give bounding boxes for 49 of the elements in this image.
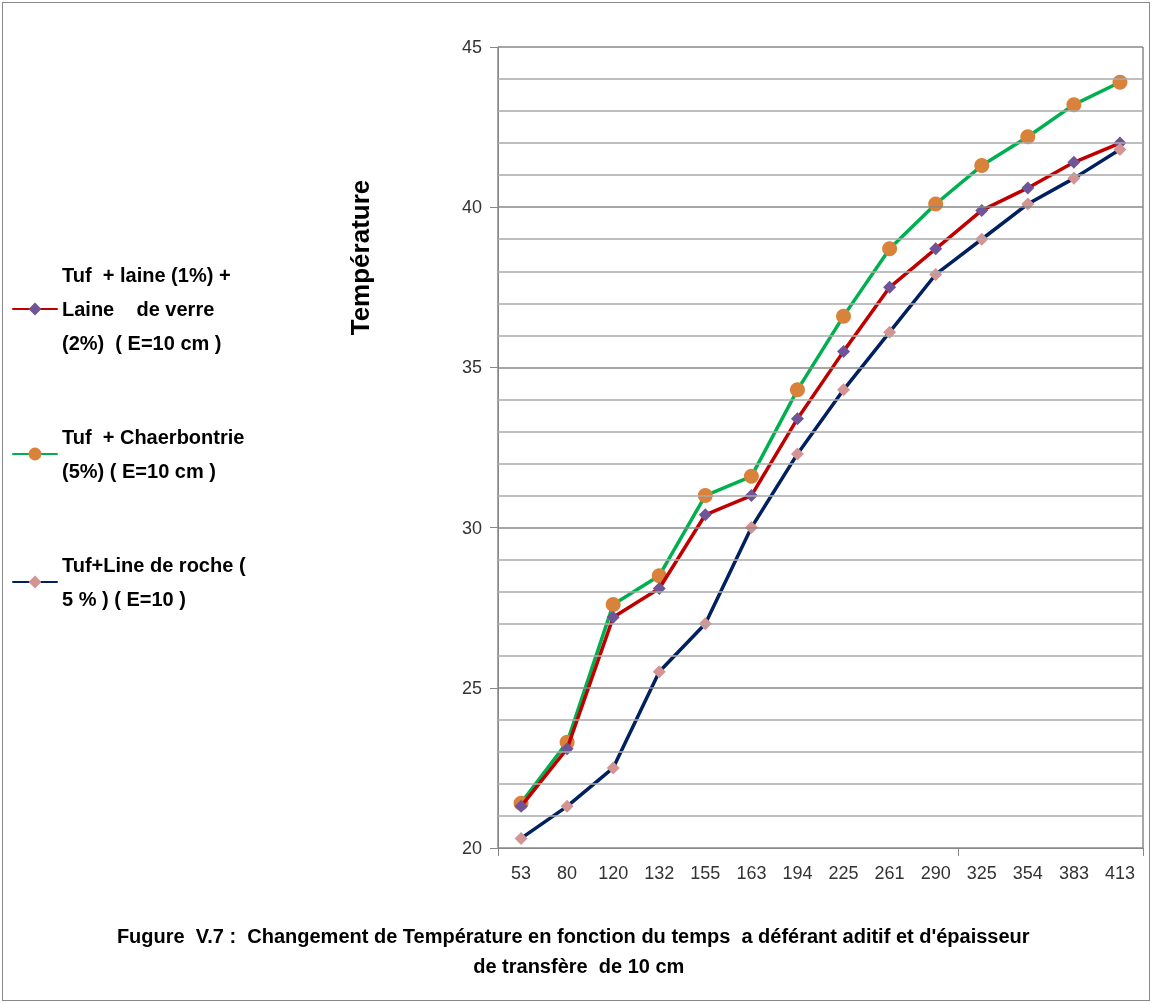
point <box>1020 129 1036 145</box>
point <box>837 344 851 358</box>
x-tick-label: 163 <box>736 863 767 883</box>
point <box>1021 181 1035 195</box>
y-tick-label: 30 <box>461 517 482 538</box>
point <box>882 241 898 257</box>
x-tick-label: 53 <box>511 863 532 883</box>
legend-label: Tuf+Line de roche ( 5 % ) ( E=10 ) <box>62 554 252 610</box>
y-axis-title: Température <box>345 179 375 336</box>
x-tick-label: 383 <box>1058 863 1089 883</box>
y-tick-label: 45 <box>461 37 482 57</box>
point <box>836 308 852 324</box>
y-tick-label: 40 <box>461 197 482 218</box>
y-tick-label: 25 <box>461 677 482 698</box>
point <box>514 831 528 845</box>
point <box>1066 97 1082 113</box>
point <box>560 799 574 813</box>
x-tick-label: 80 <box>557 863 578 883</box>
point <box>837 383 851 397</box>
legend-label: Tuf + laine (1%) + Laine de verre (2%) ( E=10 cm ) <box>62 264 237 354</box>
point <box>605 597 621 612</box>
point <box>1113 143 1127 157</box>
text: Fugure V.7 : Changement de Température en fonction du temps a déférant aditif et d'épaisseur de transfère de 10 cm <box>116 925 1036 977</box>
x-tick-label: 354 <box>1012 863 1043 883</box>
point <box>698 508 712 522</box>
point <box>652 665 666 679</box>
x-tick-label: 290 <box>920 863 951 883</box>
point <box>883 280 897 294</box>
point <box>790 447 804 461</box>
x-tick-label: 155 <box>690 863 721 883</box>
point <box>606 610 620 624</box>
point <box>790 412 804 426</box>
point <box>789 382 805 398</box>
x-tick-label: 261 <box>874 863 905 883</box>
x-tick-label: 325 <box>966 863 997 883</box>
x-tick-label: 413 <box>1104 863 1135 883</box>
x-tick-label: 194 <box>782 863 813 883</box>
point <box>743 468 759 484</box>
point <box>606 761 620 775</box>
x-tick-label: 225 <box>828 863 859 883</box>
x-tick-label: 132 <box>644 863 675 883</box>
legend-label: Tuf + Chaerbontrie (5%) ( E=10 cm ) <box>62 426 250 482</box>
point <box>974 158 990 174</box>
y-tick-label: 35 <box>461 357 482 378</box>
y-tick-label: 20 <box>461 838 482 858</box>
point <box>929 242 943 256</box>
point <box>514 799 528 813</box>
x-tick-label: 120 <box>598 863 629 883</box>
point <box>1067 155 1081 169</box>
